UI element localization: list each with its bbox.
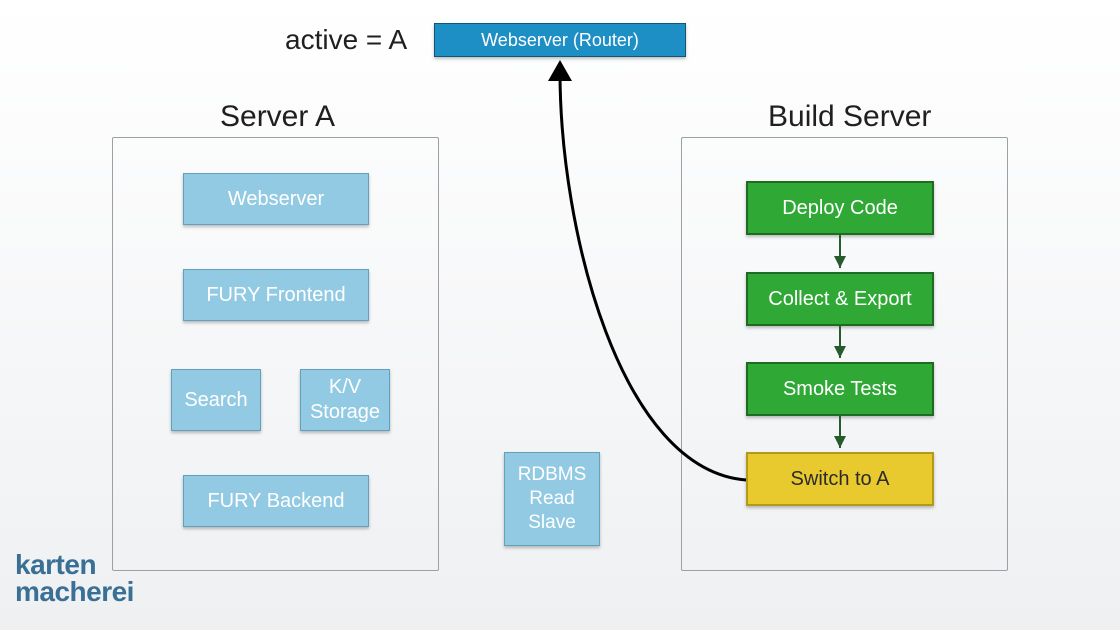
router-box: Webserver (Router): [434, 23, 686, 57]
active-label: active = A: [285, 24, 407, 56]
build-step-deploy-code: Deploy Code: [746, 181, 934, 235]
build-step-collect-export: Collect & Export: [746, 272, 934, 326]
logo-line2: macherei: [15, 579, 134, 606]
build-step-switch-to-a: Switch to A: [746, 452, 934, 506]
logo-line1: karten: [15, 552, 134, 579]
server-a-node-webserver: Webserver: [183, 173, 369, 225]
rdbms-box: RDBMS Read Slave: [504, 452, 600, 546]
server-a-node-fury-frontend: FURY Frontend: [183, 269, 369, 321]
server-a-node-fury-backend: FURY Backend: [183, 475, 369, 527]
server-a-title: Server A: [220, 100, 335, 134]
build-step-smoke-tests: Smoke Tests: [746, 362, 934, 416]
kartenmacherei-logo: kartenmacherei: [15, 552, 134, 605]
server-a-node-search: Search: [171, 369, 261, 431]
build-server-title: Build Server: [768, 100, 931, 134]
server-a-node-kv-storage: K/V Storage: [300, 369, 390, 431]
